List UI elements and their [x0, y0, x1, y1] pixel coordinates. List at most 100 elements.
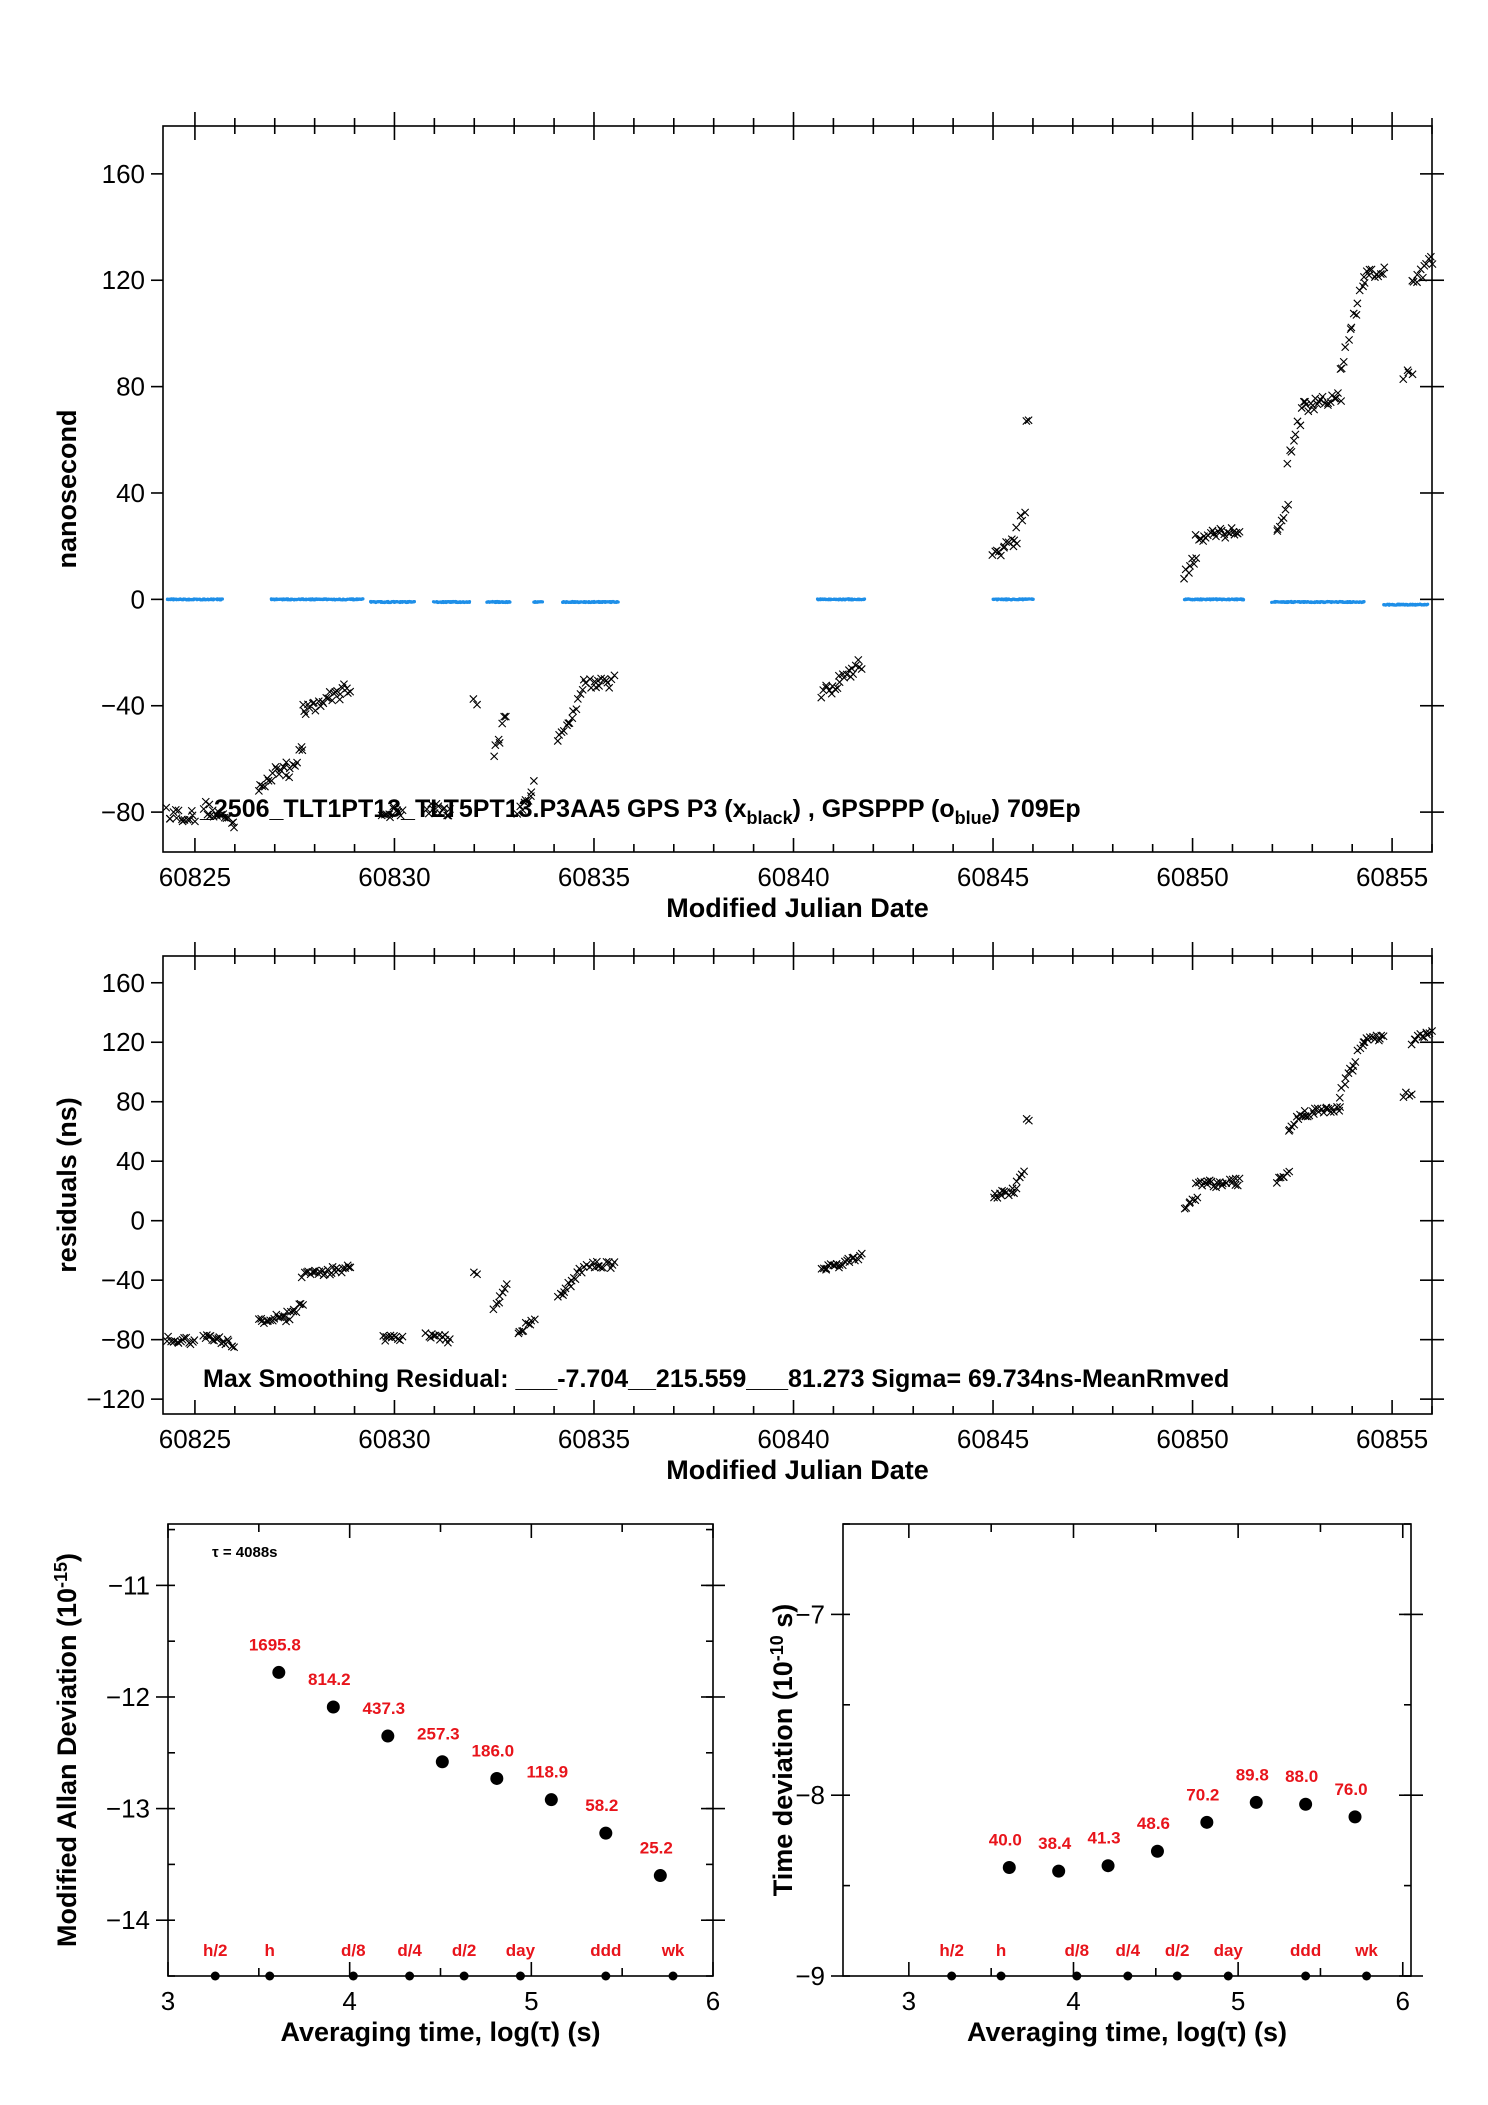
data-point — [489, 1305, 498, 1314]
data-point — [1101, 1859, 1115, 1873]
data-point — [501, 712, 510, 721]
data-point — [1359, 273, 1368, 281]
tau-marker-label: d/4 — [397, 1941, 422, 1960]
data-point — [577, 1268, 586, 1277]
data-point — [1281, 505, 1290, 514]
x-tick-label: 60825 — [159, 1424, 231, 1454]
data-point — [386, 1331, 395, 1340]
data-point — [502, 1280, 511, 1289]
data-point — [857, 665, 866, 674]
data-label: 118.9 — [527, 1763, 569, 1782]
data-label: 437.3 — [363, 1699, 406, 1718]
series-residuals — [163, 1027, 1436, 1352]
y-tick-label: −12 — [106, 1682, 150, 1712]
data-point — [1190, 559, 1199, 568]
data-point — [610, 671, 619, 680]
y-axis-title: nanosecond — [52, 409, 82, 568]
data-point — [495, 1298, 504, 1307]
data-point — [1291, 430, 1300, 439]
data-point — [527, 788, 536, 797]
data-point — [385, 810, 394, 819]
data-point — [1231, 1174, 1240, 1183]
data-point — [1200, 1815, 1214, 1829]
data-point — [1324, 399, 1333, 408]
x-tick-label: 3 — [902, 1986, 916, 2016]
data-point — [544, 1793, 558, 1807]
annotation-part: ) , GPSPPP (o — [793, 795, 955, 823]
data-point — [296, 1299, 305, 1308]
x-tick-label: 60855 — [1356, 1424, 1428, 1454]
data-point — [276, 1313, 285, 1322]
data-point — [1272, 1178, 1281, 1187]
data-point — [1315, 397, 1324, 406]
x-tick-label: 60835 — [558, 1424, 630, 1454]
tau-marker-label: d/2 — [452, 1941, 477, 1960]
data-point — [1290, 1120, 1299, 1129]
plot-frame — [167, 1523, 714, 1977]
data-point — [445, 804, 454, 813]
data-point — [1184, 568, 1193, 577]
data-point — [1359, 600, 1363, 604]
plot-frame — [162, 125, 1433, 853]
data-point — [849, 669, 858, 678]
data-point — [1002, 538, 1011, 546]
y-axis-title: Time deviation (10-10 s) — [767, 1604, 798, 1897]
data-point — [361, 597, 365, 601]
y-tick-label: 120 — [102, 265, 145, 295]
tau-marker — [405, 1971, 415, 1981]
x-tick-label: 60830 — [358, 862, 430, 892]
data-point — [1426, 602, 1430, 606]
data-point — [530, 1315, 539, 1324]
data-point — [1359, 1038, 1368, 1047]
data-point — [473, 700, 482, 709]
data-point — [299, 1300, 308, 1309]
data-point — [346, 687, 355, 696]
data-point — [162, 803, 171, 812]
data-point — [993, 1193, 1002, 1202]
data-point — [1362, 600, 1366, 604]
data-point — [311, 706, 320, 715]
tau-marker — [1123, 1971, 1133, 1981]
y-tick-label: 120 — [102, 1027, 145, 1057]
data-point — [1404, 368, 1413, 377]
data-point — [1293, 417, 1302, 426]
data-point — [498, 719, 507, 728]
data-point — [282, 758, 291, 767]
data-point — [1182, 1203, 1191, 1212]
data-point — [498, 1288, 507, 1297]
data-label: 38.4 — [1038, 1834, 1072, 1853]
tau-annotation: τ = 4088s — [212, 1544, 278, 1561]
data-point — [1180, 574, 1189, 583]
data-point — [1348, 1810, 1362, 1824]
data-point — [595, 681, 604, 690]
data-point — [285, 1315, 294, 1324]
data-point — [1018, 516, 1027, 525]
data-point — [369, 599, 373, 604]
data-point — [575, 1264, 584, 1273]
data-point — [343, 689, 352, 698]
data-point — [172, 814, 181, 823]
tau-marker — [1223, 1971, 1233, 1981]
data-point — [529, 776, 538, 785]
data-point — [1337, 364, 1346, 373]
data-point — [309, 698, 318, 707]
data-point — [572, 705, 581, 714]
series-gpsppp — [165, 597, 1430, 607]
data-point — [1241, 598, 1246, 602]
data-point — [1002, 1861, 1016, 1875]
data-point — [308, 1267, 317, 1276]
data-point — [1379, 1032, 1388, 1041]
data-point — [205, 800, 214, 809]
x-tick-label: 6 — [1396, 1986, 1410, 2016]
data-point — [831, 685, 840, 694]
data-point — [847, 664, 856, 673]
x-axis-title: Modified Julian Date — [666, 893, 929, 923]
data-point — [1022, 417, 1031, 425]
data-point — [578, 685, 587, 694]
data-point — [653, 1869, 667, 1883]
data-label: 76.0 — [1334, 1780, 1367, 1799]
data-point — [212, 597, 216, 602]
data-point — [565, 719, 574, 728]
data-point — [832, 1259, 841, 1268]
